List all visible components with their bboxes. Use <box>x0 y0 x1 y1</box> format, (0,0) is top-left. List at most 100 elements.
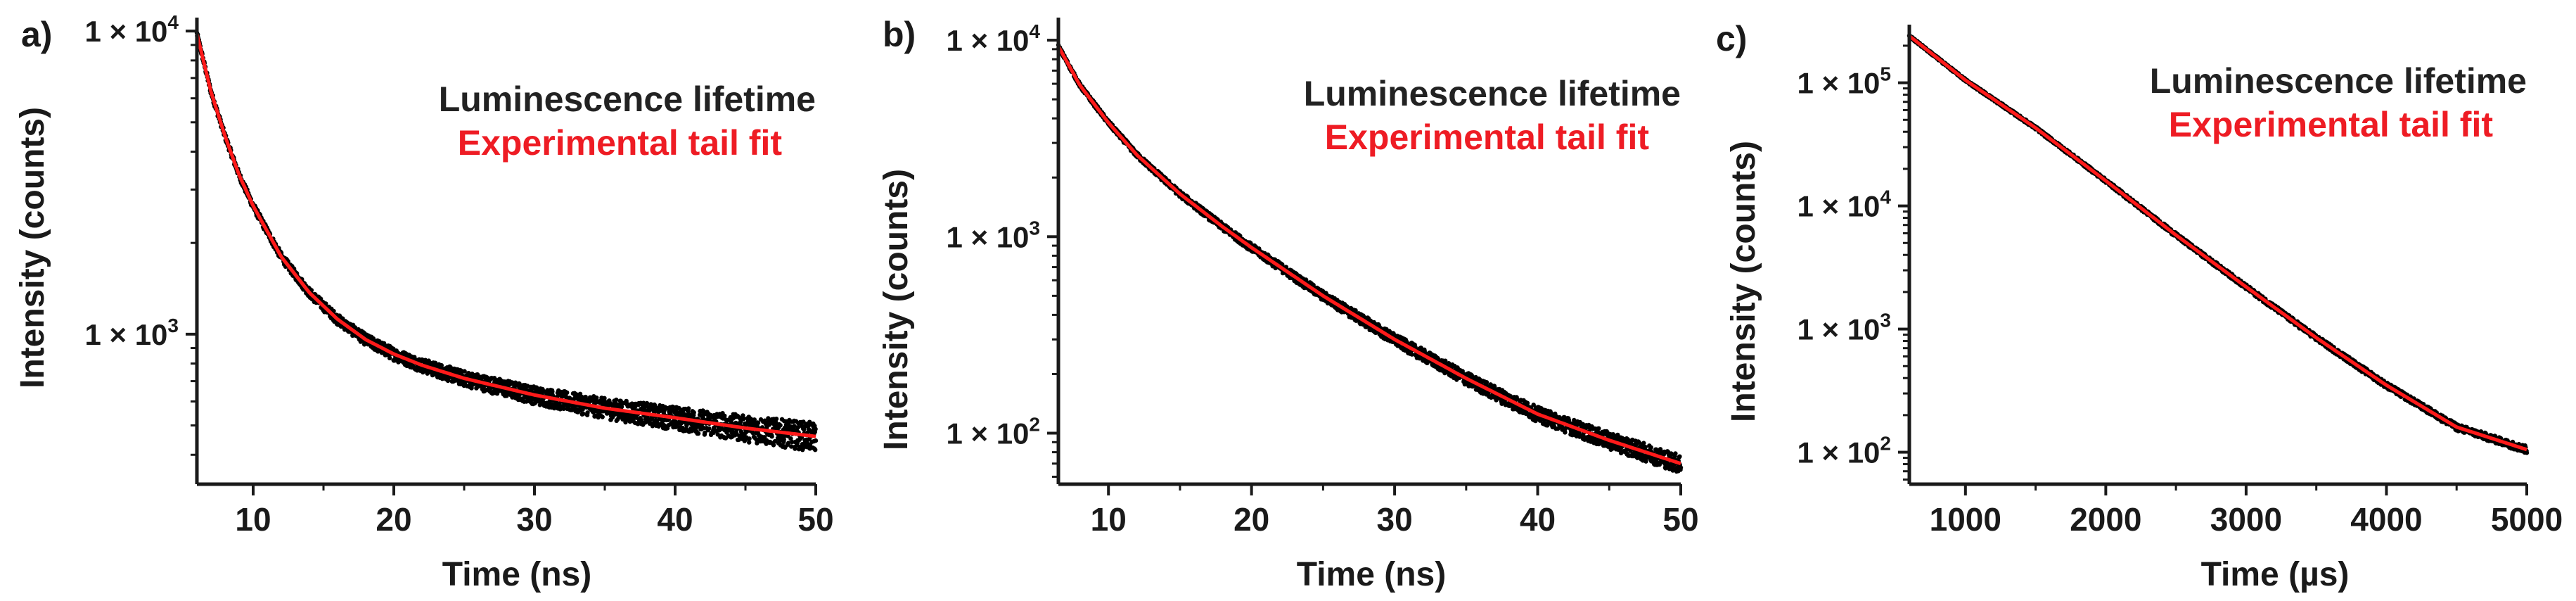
panel-a-data-point <box>772 438 778 444</box>
panel-a-data-point <box>525 384 530 388</box>
panel-a-data-point <box>469 386 474 391</box>
panel-a-data-point <box>644 400 650 406</box>
panel-a-data-point <box>741 416 746 422</box>
panel-a-legend-lifetime: Luminescence lifetime <box>439 80 816 119</box>
panel-a-x-tick-label: 10 <box>235 501 271 538</box>
panel-a-data-point <box>792 424 797 429</box>
panel-a-data-point <box>795 425 801 430</box>
panel-a-data-point <box>639 418 644 423</box>
panel-b-xlabel: Time (ns) <box>1297 556 1446 593</box>
panel-a-data-point <box>670 405 676 410</box>
panel-b-fit-line <box>1056 45 1681 466</box>
panel-b-ylabel: Intensity (counts) <box>878 169 915 450</box>
y-tick-label-exponent: 4 <box>1029 20 1040 42</box>
panel-b-legend-lifetime: Luminescence lifetime <box>1304 74 1681 113</box>
panel-a-data-point <box>439 362 444 368</box>
panel-a-data-point <box>462 369 467 374</box>
panel-a-data-point <box>793 446 797 451</box>
panel-a-data-point <box>707 426 712 431</box>
panel-a-data-point <box>581 411 586 417</box>
y-tick-label-base: 1 × 10 <box>946 417 1029 450</box>
panel-b-legend-fit: Experimental tail fit <box>1325 118 1650 157</box>
panel-a-data-point <box>550 389 555 394</box>
panel-a-fit <box>195 33 816 438</box>
panel-a-data-point <box>771 443 776 448</box>
panel-b-label: b) <box>883 15 916 54</box>
panel-a-x-tick-label: 20 <box>376 501 411 538</box>
panel-b-data-point <box>1673 451 1678 456</box>
panel-a-label: a) <box>21 15 52 54</box>
panel-b-data-point <box>1643 459 1648 464</box>
panel-a-ylabel: Intensity (counts) <box>14 107 51 388</box>
panel-b-data-point <box>1678 465 1684 470</box>
y-tick-label-base: 1 × 10 <box>84 318 167 351</box>
panel-b-data-point <box>1596 426 1601 431</box>
panel-b-x-tick-label: 50 <box>1662 501 1698 538</box>
panel-a-data-point <box>600 415 605 419</box>
panel-b-y-tick-label: 1 × 103 <box>946 217 1040 253</box>
panel-a-y-tick-label: 1 × 104 <box>84 11 179 48</box>
panel-a-data-point <box>778 423 783 428</box>
panel-a-xlabel: Time (ns) <box>442 556 591 593</box>
y-tick-label-base: 1 × 10 <box>84 15 167 48</box>
panel-b-x-tick-label: 20 <box>1233 501 1269 538</box>
panel-b-data-point <box>1566 418 1572 423</box>
y-tick-label-base: 1 × 10 <box>946 24 1029 57</box>
panel-a-x-tick-label: 50 <box>797 501 833 538</box>
panel-a-data-point <box>677 405 681 411</box>
panel-a-data-point <box>774 419 778 425</box>
y-tick-label-exponent: 4 <box>167 11 179 33</box>
panel-b-data-point <box>1556 426 1561 431</box>
panel-a-y-tick-label: 1 × 103 <box>84 315 179 351</box>
panel-a-data-point <box>602 396 607 400</box>
panel-a-data-point <box>747 436 752 441</box>
panel-a-data-point <box>813 426 818 431</box>
panel-a-data-point <box>650 416 655 421</box>
panel-b-y-tick-label: 1 × 102 <box>946 414 1040 450</box>
panel-a-data-point <box>585 410 590 415</box>
panel-a-data-point <box>747 440 752 445</box>
panel-a-data-point <box>788 436 793 441</box>
panel-a-data-point <box>387 355 392 360</box>
panel-b-data-point <box>1641 441 1646 445</box>
panel-a-data-point <box>764 438 769 443</box>
panel-b-data-point <box>1572 417 1577 423</box>
panel-a-data-point <box>738 429 744 434</box>
panel-a-data-point <box>561 406 566 411</box>
panel-a-data-point <box>614 397 619 403</box>
panel-a-data-point <box>790 439 795 445</box>
panel-a-data-point <box>412 355 417 360</box>
panel-b-fit <box>1056 45 1681 466</box>
panel-a-data-point <box>517 381 522 386</box>
panel-a-data-point <box>813 438 819 443</box>
panel-b-data-point <box>1409 352 1414 357</box>
panel-b-y-tick-label: 1 × 104 <box>946 20 1040 57</box>
y-tick-label-exponent: 3 <box>1029 217 1040 239</box>
panel-b-data-point <box>1492 384 1497 389</box>
panel-a-data-point <box>447 375 452 380</box>
panel-b-data-point <box>1484 380 1489 385</box>
panel-b-data-point <box>1677 454 1682 459</box>
panel-b-x-tick-label: 10 <box>1091 501 1127 538</box>
panel-b-data-point <box>1643 445 1648 450</box>
panel-b-x-tick-label: 40 <box>1520 501 1556 538</box>
panel-b-data-point <box>1648 445 1653 450</box>
panel-a-data-point <box>534 385 539 390</box>
panel-a-data-point <box>722 413 727 419</box>
panel-a-data-point <box>686 406 691 411</box>
panel-a-data-point <box>565 390 570 396</box>
panel-a-data-point <box>340 316 345 321</box>
panel-a-data-point <box>623 419 628 425</box>
y-tick-label-exponent: 3 <box>167 315 179 336</box>
panel-b-x-tick-label: 30 <box>1377 501 1413 538</box>
panel-a-data-point <box>742 438 748 443</box>
panel-a-x-tick-label: 40 <box>657 501 693 538</box>
panel-a-legend-fit: Experimental tail fit <box>458 123 783 163</box>
panel-a-data-point <box>781 437 787 442</box>
